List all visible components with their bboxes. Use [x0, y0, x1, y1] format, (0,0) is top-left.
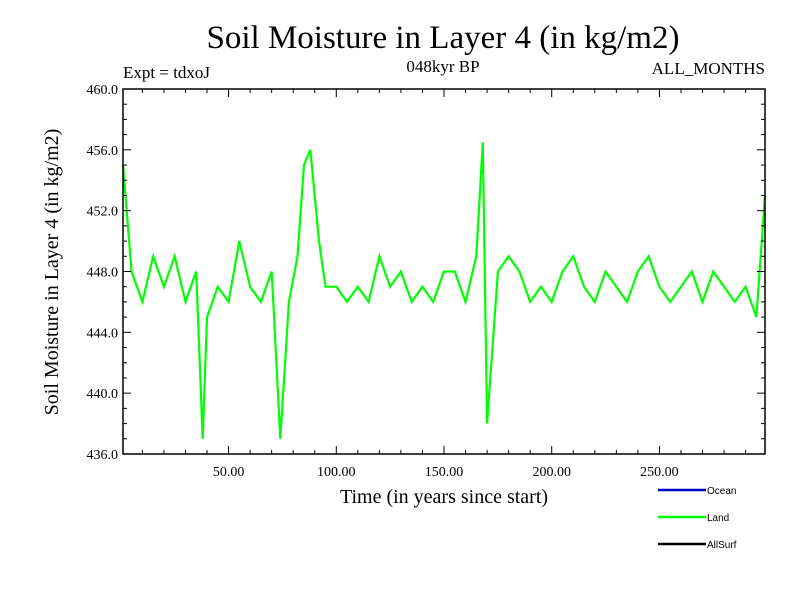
legend: Ocean Land AllSurf [658, 486, 737, 551]
y-tick-label: 460.0 [87, 83, 119, 98]
x-tick-label: 200.00 [532, 465, 571, 480]
legend-label-land: Land [707, 513, 729, 524]
plot-area [121, 88, 767, 455]
x-tick-label: 150.00 [425, 465, 464, 480]
legend-label-allsurf: AllSurf [707, 540, 737, 551]
x-tick-label: 50.00 [213, 465, 245, 480]
y-tick-label: 444.0 [87, 326, 119, 341]
y-tick-label: 440.0 [87, 387, 119, 402]
chart-subtitle: 048kyr BP [406, 57, 479, 76]
y-tick-label: 452.0 [87, 205, 119, 220]
series-line-land [121, 142, 767, 439]
y-tick-label: 436.0 [87, 448, 119, 463]
x-axis-label: Time (in years since start) [340, 486, 548, 508]
y-tick-label: 448.0 [87, 266, 119, 281]
months-label: ALL_MONTHS [652, 59, 765, 78]
x-tick-label: 250.00 [640, 465, 679, 480]
experiment-label: Expt = tdxoJ [123, 63, 210, 82]
chart-title: Soil Moisture in Layer 4 (in kg/m2) [207, 20, 680, 56]
y-axis-label: Soil Moisture in Layer 4 (in kg/m2) [41, 129, 63, 416]
x-tick-label: 100.00 [317, 465, 356, 480]
legend-label-ocean: Ocean [707, 486, 736, 497]
y-tick-label: 456.0 [87, 144, 119, 159]
